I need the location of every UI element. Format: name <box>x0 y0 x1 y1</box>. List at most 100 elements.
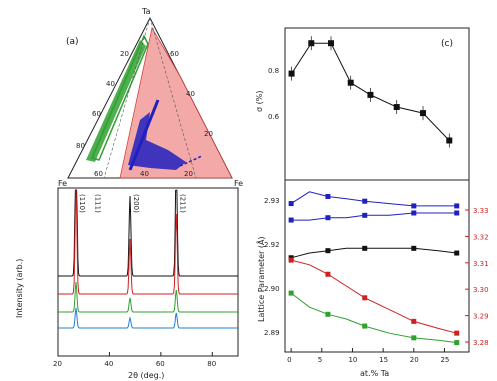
lattice-left-y-tick: 2.92 <box>264 241 280 249</box>
lattice-point <box>454 250 460 256</box>
ternary-vertex-right: Fe <box>234 179 243 188</box>
xrd-trace <box>58 189 238 277</box>
lattice-left-y-ticks: 2.93 2.92 2.90 2.89 <box>264 197 280 337</box>
lattice-right-y-tick: 3.28 <box>473 339 489 347</box>
lattice-line <box>290 292 457 344</box>
lattice-y-axis-label: Lattice Parameter (Å) <box>255 236 266 322</box>
lattice-right-y-tick: 3.29 <box>473 313 489 321</box>
lattice-point <box>454 203 460 209</box>
lattice-point <box>362 198 368 204</box>
lattice-x-axis-label: at.% Ta <box>360 369 389 378</box>
lattice-point <box>325 193 331 199</box>
lattice-point <box>288 290 294 296</box>
lattice-point <box>454 210 460 216</box>
sigma-y-tick: 0.8 <box>268 67 279 75</box>
xrd-peak-labels: (110) (111) (200) (211) <box>78 194 186 213</box>
lattice-point <box>362 245 368 251</box>
sigma-panel-label: (c) <box>441 39 453 49</box>
lattice-point <box>288 201 294 207</box>
xrd-y-axis-label: Intensity (arb.) <box>15 259 24 318</box>
ternary-red-region <box>119 26 233 179</box>
lattice-point <box>288 217 294 223</box>
ternary-green-band-2 <box>90 34 149 161</box>
lattice-right-y-tick: 3.33 <box>473 207 489 215</box>
lattice-point <box>325 215 331 221</box>
lattice-x-tick-label: 20 <box>410 356 419 364</box>
xrd-plot-frame <box>57 187 239 357</box>
xrd-panel: (110) (111) (200) (211) 20 40 60 80 2θ (deg.) … <box>15 187 239 380</box>
lattice-line <box>290 247 457 259</box>
sigma-plot-frame <box>284 27 470 181</box>
ternary-blue-dash <box>179 155 203 167</box>
lattice-point <box>411 203 417 209</box>
lattice-line <box>291 212 457 221</box>
xrd-x-tick-label: 20 <box>53 360 62 368</box>
ternary-right-tick: 60 <box>170 50 179 58</box>
lattice-x-tick-label: 15 <box>379 356 388 364</box>
sigma-point <box>328 40 334 47</box>
lattice-point <box>362 295 368 301</box>
ternary-left-tick: 40 <box>106 80 115 88</box>
xrd-peak-label: (110) <box>78 194 86 213</box>
lattice-series <box>288 191 460 346</box>
ternary-vertex-left: Fe <box>58 179 67 188</box>
xrd-x-ticks: 20 40 60 80 <box>53 352 216 368</box>
lattice-point <box>411 210 417 216</box>
lattice-point <box>411 335 417 341</box>
lattice-point <box>288 257 294 263</box>
lattice-point <box>411 318 417 324</box>
lattice-line <box>290 191 457 207</box>
xrd-trace <box>58 307 238 329</box>
lattice-point <box>362 212 368 218</box>
xrd-x-tick-label: 80 <box>207 360 216 368</box>
xrd-peak-label: (200) <box>132 194 140 213</box>
ternary-left-tick: 20 <box>120 50 129 58</box>
lattice-point <box>454 330 460 336</box>
ternary-right-tick: 40 <box>186 90 195 98</box>
ternary-dashed-guide <box>103 17 197 179</box>
lattice-point <box>454 340 460 346</box>
ternary-blue-streak <box>128 99 160 171</box>
lattice-point <box>325 248 331 254</box>
sigma-point <box>367 91 374 98</box>
ternary-panel: (a) Ta Fe Fe 20 40 60 80 60 40 20 60 40 … <box>58 7 243 188</box>
lattice-point <box>362 323 368 329</box>
lattice-point <box>325 271 331 277</box>
lattice-left-y-tick: 2.90 <box>264 285 280 293</box>
xrd-x-axis-label: 2θ (deg.) <box>128 371 164 380</box>
xrd-peak-label: (111) <box>93 194 101 213</box>
lattice-right-y-tick: 3.30 <box>473 286 489 294</box>
xrd-trace <box>58 189 238 295</box>
sigma-point <box>420 110 426 117</box>
sigma-point <box>393 104 400 111</box>
lattice-plot-frame <box>284 179 470 353</box>
sigma-point <box>308 40 315 47</box>
lattice-left-y-tick: 2.89 <box>264 329 280 337</box>
lattice-x-ticks: 0 5 10 15 20 25 <box>287 348 449 364</box>
lattice-right-y-tick: 3.32 <box>473 233 489 241</box>
lattice-x-tick-label: 5 <box>318 356 322 364</box>
lattice-point <box>325 311 331 317</box>
ternary-left-tick: 80 <box>76 142 85 150</box>
lattice-line <box>290 259 457 334</box>
xrd-traces <box>58 189 238 329</box>
xrd-x-tick-label: 60 <box>156 360 165 368</box>
lattice-x-tick-label: 10 <box>348 356 357 364</box>
sigma-line <box>291 42 450 141</box>
sigma-y-tick: 0.6 <box>268 113 280 121</box>
sigma-point <box>288 70 295 77</box>
ternary-bottom-tick: 60 <box>94 170 103 178</box>
lattice-left-y-tick: 2.93 <box>264 197 280 205</box>
sigma-series <box>288 36 453 148</box>
ternary-bottom-tick: 20 <box>184 170 193 178</box>
lattice-x-tick-label: 25 <box>440 356 449 364</box>
lattice-x-tick-label: 0 <box>287 356 291 364</box>
lattice-right-y-tick: 3.31 <box>473 260 489 268</box>
ternary-bottom-tick: 40 <box>140 170 149 178</box>
xrd-peak-label: (211) <box>178 194 186 213</box>
ternary-left-tick: 60 <box>92 110 101 118</box>
lattice-right-y-ticks: 3.33 3.32 3.31 3.30 3.29 3.28 <box>465 207 489 347</box>
ternary-panel-label: (a) <box>66 37 79 47</box>
lattice-point <box>411 245 417 251</box>
